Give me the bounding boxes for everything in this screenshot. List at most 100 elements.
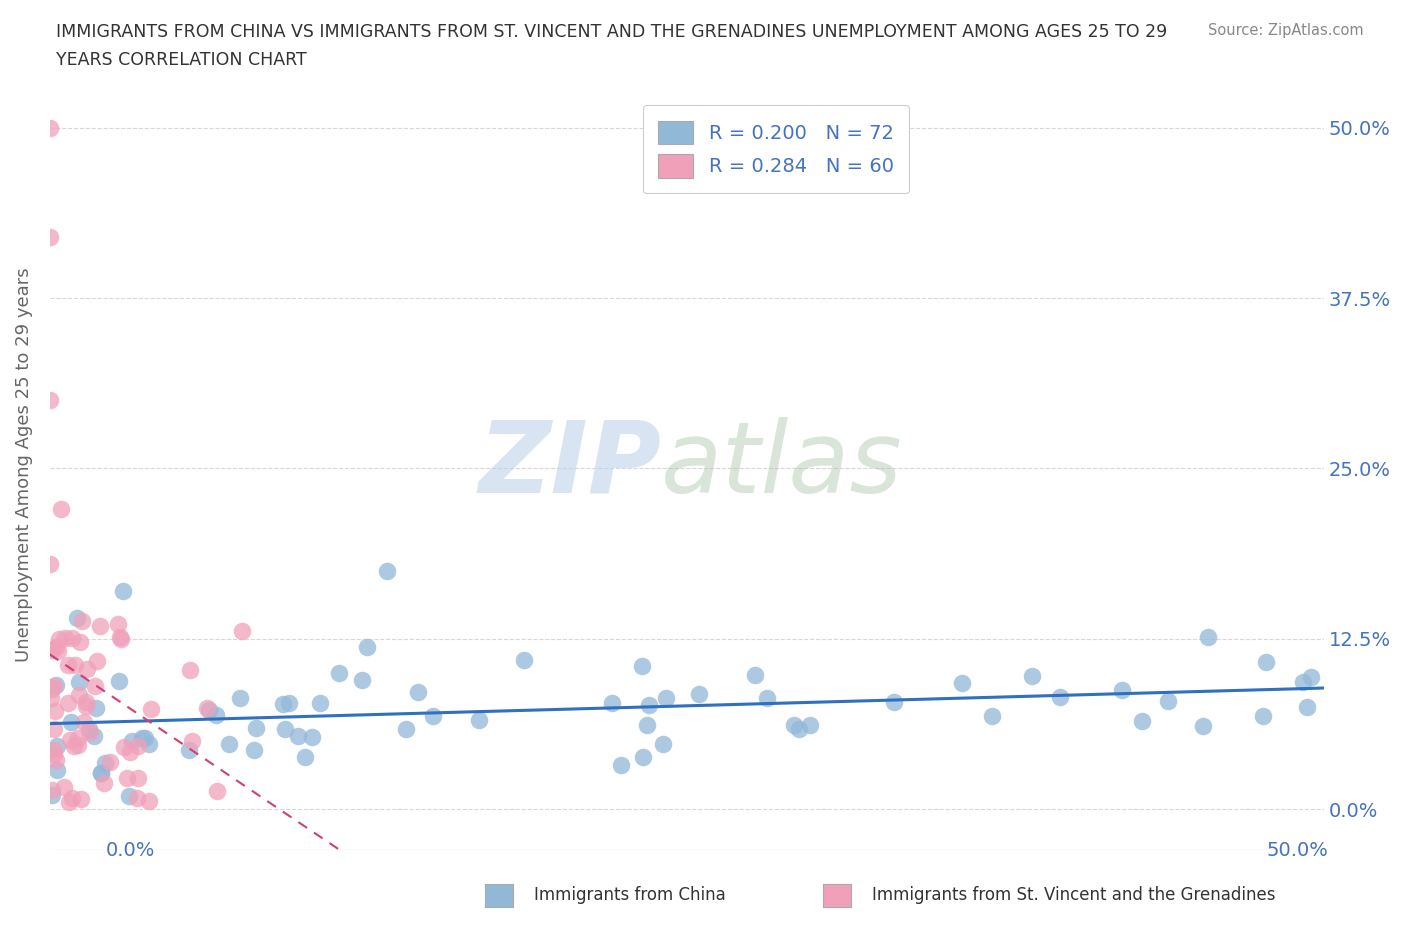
Point [134, 730, 156, 745]
Text: 50.0%: 50.0% [1267, 842, 1329, 860]
Point [1049, 690, 1071, 705]
Point [131, 731, 153, 746]
Point [110, 630, 132, 644]
Point [274, 722, 297, 737]
Point [53, 631, 76, 645]
Text: atlas: atlas [661, 417, 903, 513]
Point [84, 679, 107, 694]
Point [75, 695, 97, 710]
Point [328, 665, 350, 680]
Point [1021, 669, 1043, 684]
Point [294, 750, 316, 764]
Point [44, 678, 66, 693]
Point [883, 694, 905, 709]
Point [112, 739, 135, 754]
Point [513, 653, 536, 668]
Point [67, 674, 90, 689]
Point [218, 737, 240, 751]
Point [118, 789, 141, 804]
Point [51, 502, 73, 517]
Point [58, 696, 80, 711]
Point [66, 731, 89, 746]
Point [45, 677, 67, 692]
Point [121, 734, 143, 749]
Point [76, 662, 98, 677]
Point [66, 611, 89, 626]
Point [309, 696, 332, 711]
Point [205, 707, 228, 722]
Point [636, 717, 658, 732]
Point [46, 763, 69, 777]
Point [138, 793, 160, 808]
Point [395, 722, 418, 737]
Point [1197, 630, 1219, 644]
Point [655, 690, 678, 705]
Point [83, 728, 105, 743]
Point [422, 708, 444, 723]
Text: ZIP: ZIP [478, 417, 661, 513]
Point [651, 737, 673, 751]
Text: Source: ZipAtlas.com: Source: ZipAtlas.com [1208, 23, 1364, 38]
Point [610, 758, 633, 773]
Point [42, 722, 65, 737]
Point [48, 631, 70, 646]
Point [41, 787, 63, 802]
Point [79, 724, 101, 739]
Point [243, 743, 266, 758]
Point [38, 392, 60, 407]
Point [59, 733, 82, 748]
Point [38, 230, 60, 245]
Point [198, 703, 221, 718]
Point [118, 745, 141, 760]
Text: Immigrants from China: Immigrants from China [534, 885, 725, 904]
Point [375, 564, 398, 578]
Point [271, 697, 294, 711]
Text: 0.0%: 0.0% [105, 842, 155, 860]
Point [744, 668, 766, 683]
Point [631, 659, 654, 674]
Point [66, 737, 89, 752]
Point [93, 776, 115, 790]
Point [45, 752, 67, 767]
Point [228, 691, 250, 706]
Point [77, 722, 100, 737]
Point [756, 690, 779, 705]
Point [90, 765, 112, 780]
Point [112, 584, 135, 599]
Point [41, 783, 63, 798]
Point [93, 755, 115, 770]
Point [127, 771, 149, 786]
Point [44, 747, 66, 762]
Point [787, 722, 810, 737]
Point [41, 643, 63, 658]
Point [245, 721, 267, 736]
Point [1254, 655, 1277, 670]
Point [179, 662, 201, 677]
Point [633, 750, 655, 764]
Point [207, 784, 229, 799]
Point [115, 770, 138, 785]
Point [90, 765, 112, 780]
Point [799, 718, 821, 733]
Point [108, 673, 131, 688]
Point [1111, 683, 1133, 698]
Point [84, 700, 107, 715]
Point [44, 704, 66, 719]
Point [600, 696, 623, 711]
Point [46, 739, 69, 754]
Y-axis label: Unemployment Among Ages 25 to 29 years: Unemployment Among Ages 25 to 29 years [15, 268, 32, 662]
Point [782, 717, 804, 732]
Point [177, 742, 200, 757]
Point [107, 617, 129, 631]
Point [287, 729, 309, 744]
Point [45, 640, 67, 655]
Point [39, 556, 62, 571]
Point [350, 672, 373, 687]
Point [39, 691, 62, 706]
Point [69, 634, 91, 649]
Point [60, 790, 83, 805]
Point [63, 739, 86, 754]
Point [46, 644, 69, 658]
Point [98, 755, 121, 770]
Point [63, 658, 86, 672]
